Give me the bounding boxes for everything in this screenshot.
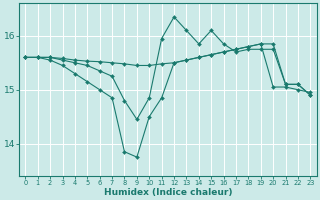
X-axis label: Humidex (Indice chaleur): Humidex (Indice chaleur): [104, 188, 232, 197]
